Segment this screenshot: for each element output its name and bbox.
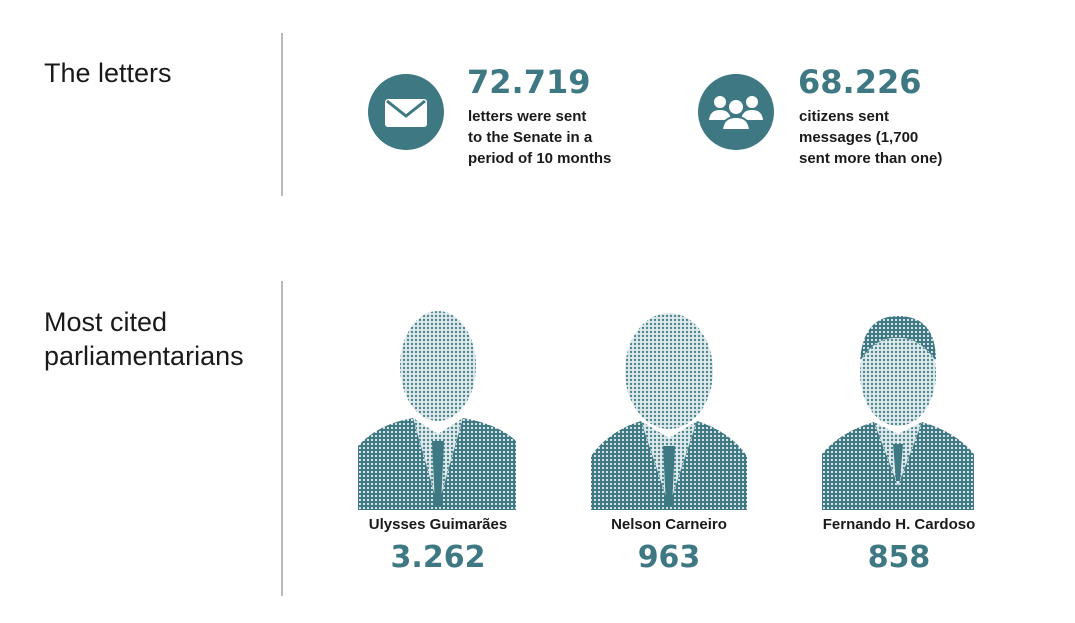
text-line: to the Senate in a <box>468 129 593 146</box>
portrait <box>591 313 747 510</box>
text-line: letters were sent <box>468 108 587 125</box>
mail-icon <box>368 74 444 150</box>
portrait <box>822 316 974 510</box>
divider <box>281 33 283 196</box>
person-count: 858 <box>867 540 931 575</box>
stat-description: citizens sent messages (1,700 sent more … <box>799 106 942 169</box>
text-line: parliamentarians <box>44 341 244 371</box>
person-name: Ulysses Guimarães <box>368 516 508 533</box>
text-line: sent more than one) <box>799 150 943 167</box>
person-count: 963 <box>637 540 701 575</box>
text-line: messages (1,700 <box>799 129 919 146</box>
text-line: citizens sent <box>799 108 890 125</box>
divider <box>281 281 283 596</box>
person-name: Nelson Carneiro <box>611 516 727 533</box>
section-title: The letters <box>44 58 172 88</box>
portrait <box>358 311 516 510</box>
person-count: 3.262 <box>390 540 486 575</box>
people-icon <box>698 74 774 150</box>
stat-number: 72.719 <box>467 63 591 101</box>
section-title: Most cited parliamentarians <box>44 305 244 373</box>
stat-description: letters were sent to the Senate in a per… <box>468 106 611 169</box>
person-name: Fernando H. Cardoso <box>822 516 976 533</box>
text-line: Most cited <box>44 307 168 337</box>
stat-number: 68.226 <box>798 63 922 101</box>
text-line: period of 10 months <box>468 150 612 167</box>
